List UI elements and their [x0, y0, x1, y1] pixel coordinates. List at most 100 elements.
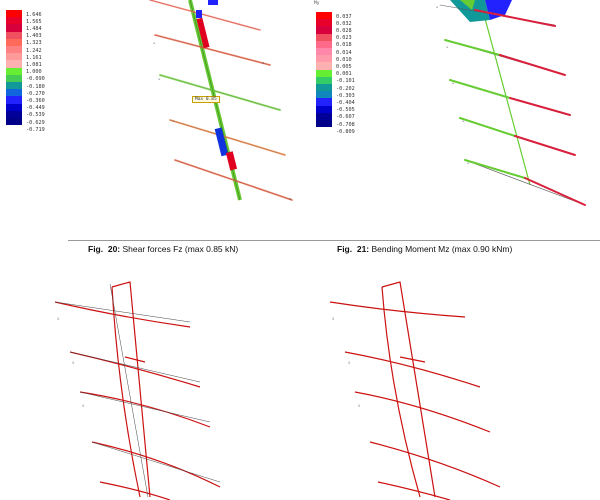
legend-value: -0.180 [26, 83, 45, 90]
legend-swatch [6, 82, 22, 91]
legend-swatch [316, 120, 332, 129]
svg-text:z: z [262, 61, 264, 65]
legend-value: -0.101 [336, 78, 355, 85]
legend-swatch [316, 69, 332, 79]
legend-swatch [6, 10, 22, 19]
legend-entry: 1.242 [6, 46, 42, 55]
legend-unit-label: My [314, 1, 320, 6]
legend-entry: -0.404 [316, 98, 355, 108]
legend-swatch [316, 55, 332, 65]
moment-peak-area [485, 0, 512, 20]
legend-value: 1.403 [26, 33, 42, 40]
legend-swatch [316, 48, 332, 57]
bending-moment-structure: + + + + + [436, 0, 586, 206]
legend-swatch [6, 53, 22, 63]
legend-swatch [316, 91, 332, 101]
figure-20-caption: Fig. 20: Shear forces Fz (max 0.85 kN) [88, 244, 238, 254]
figure-number: 20: [107, 244, 121, 254]
legend-value: 0.037 [336, 13, 352, 20]
svg-text:x: x [358, 403, 361, 408]
bending-moment-diagram: My 0.037 0.032 0.028 0.023 0.018 0.014 0.010 0.… [300, 0, 600, 235]
legend-entry: -0.270 [6, 89, 45, 99]
legend-entry: 1.161 [6, 53, 42, 63]
legend-value: 1.000 [26, 69, 42, 76]
beams-shear [149, 0, 293, 201]
legend-swatch [6, 103, 22, 113]
svg-text:x: x [348, 360, 351, 365]
legend-entry: 0.005 [316, 62, 352, 72]
legend-swatch [6, 60, 22, 70]
svg-text:+: + [452, 81, 454, 85]
legend-entry: 1.484 [6, 24, 42, 34]
deformed-shape-diagram-right: x x x [300, 262, 600, 500]
legend-value: -0.090 [26, 76, 45, 83]
svg-text:+: + [467, 161, 469, 165]
shear-force-structure: + + + z z [149, 0, 293, 201]
legend-entry: 0.023 [316, 33, 352, 43]
moment-peak-area [450, 0, 490, 22]
legend-swatch [6, 125, 22, 135]
legend-entry: 0.001 [316, 69, 352, 79]
legend-swatch [6, 38, 22, 48]
legend-swatch [6, 17, 22, 27]
legend-entry: -0.090 [6, 74, 45, 84]
legend-value: 1.646 [26, 11, 42, 18]
legend-entry: 1.323 [6, 38, 42, 48]
legend-swatch [316, 98, 332, 108]
legend-entry: -0.101 [316, 76, 355, 86]
shear-force-diagram: 1.646 1.565 1.484 1.403 1.323 1.242 1.161 1.081… [0, 0, 300, 235]
undeformed-frame-left [54, 283, 221, 498]
shear-peak-block [196, 10, 202, 18]
legend-value: -0.202 [336, 85, 355, 92]
legend-swatch [6, 96, 22, 106]
legend-swatch [6, 46, 22, 55]
legend-entry: -0.360 [6, 96, 45, 106]
legend-swatch [6, 74, 22, 84]
figure-21-caption: Fig. 21: Bending Moment Mz (max 0.90 kNm… [337, 244, 512, 254]
legend-swatch [6, 67, 22, 77]
legend-entry: -0.719 [6, 125, 45, 135]
svg-text:x: x [57, 316, 60, 321]
caption-text: Bending Moment Mz (max 0.90 kNm) [371, 244, 513, 254]
deformed-frame-left [54, 281, 221, 500]
legend-swatch [6, 89, 22, 99]
shear-peak-block [214, 127, 229, 157]
legend-entry: 1.000 [6, 67, 42, 77]
legend-swatch [6, 24, 22, 34]
legend-swatch [316, 76, 332, 86]
legend-value: 0.001 [336, 71, 352, 78]
legend-value: 1.565 [26, 18, 42, 25]
deformed-shape-diagram-left: x x x [0, 262, 300, 500]
legend-value: -0.629 [26, 119, 45, 126]
legend-value: -0.270 [26, 90, 45, 97]
legend-value: 1.323 [26, 40, 42, 47]
legend-entry: 0.014 [316, 48, 352, 57]
deformed-frame-right [329, 281, 501, 500]
legend-entry: -0.180 [6, 82, 45, 91]
main-column-moment [479, 0, 531, 186]
legend-entry: 1.646 [6, 10, 42, 19]
legend-value: 1.161 [26, 54, 42, 61]
svg-text:+: + [172, 119, 174, 123]
legend-swatch [316, 19, 332, 29]
legend-value: 1.242 [26, 47, 42, 54]
legend-swatch [316, 112, 332, 122]
legend-value: -0.505 [336, 107, 355, 114]
legend-value: -0.607 [336, 114, 355, 121]
legend-value: 0.010 [336, 56, 352, 63]
svg-text:z: z [289, 197, 291, 201]
shear-peak-block [225, 151, 238, 171]
caption-text: Shear forces Fz (max 0.85 kN) [122, 244, 239, 254]
legend-swatch [316, 84, 332, 93]
max-value-label: Max 0.85 [192, 96, 220, 103]
legend-entry: 0.018 [316, 40, 352, 50]
figure-label: Fig. [88, 244, 104, 254]
figure-number: 21: [356, 244, 370, 254]
legend-value: 0.032 [336, 20, 352, 27]
legend-value: -0.539 [26, 112, 45, 119]
svg-text:+: + [153, 41, 155, 45]
legend-value: 1.081 [26, 61, 42, 68]
legend-entry: 0.032 [316, 19, 352, 29]
legend-value: -0.404 [336, 99, 355, 106]
legend-value: 0.018 [336, 42, 352, 49]
